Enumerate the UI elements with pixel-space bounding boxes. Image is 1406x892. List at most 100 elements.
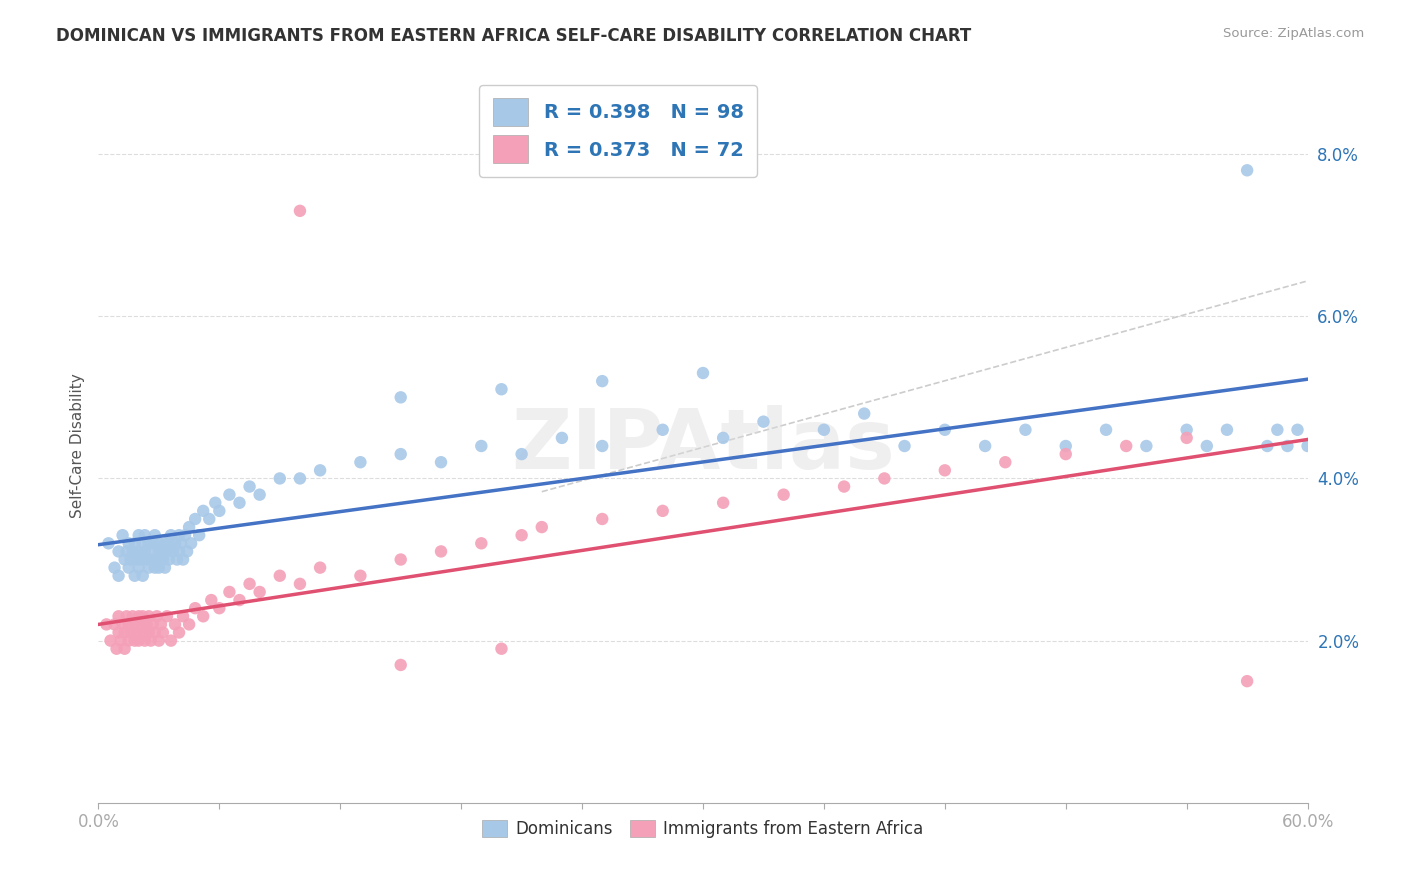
Point <box>143 625 166 640</box>
Point <box>1216 423 1239 437</box>
Point <box>132 568 155 582</box>
Point <box>110 633 132 648</box>
Point <box>389 552 412 566</box>
Point <box>132 625 155 640</box>
Point <box>157 552 180 566</box>
Point <box>139 552 162 566</box>
Point <box>143 560 166 574</box>
Point <box>148 633 170 648</box>
Point <box>142 617 165 632</box>
Point <box>105 641 128 656</box>
Point <box>156 544 179 558</box>
Point <box>184 512 207 526</box>
Point <box>138 536 160 550</box>
Point <box>1135 439 1157 453</box>
Point <box>269 471 291 485</box>
Point <box>591 439 613 453</box>
Point <box>138 609 160 624</box>
Point <box>125 625 148 640</box>
Point <box>153 536 176 550</box>
Point <box>692 366 714 380</box>
Point <box>163 617 186 632</box>
Point <box>389 447 412 461</box>
Point <box>148 544 170 558</box>
Point <box>142 536 165 550</box>
Point <box>124 617 146 632</box>
Point <box>1175 431 1198 445</box>
Point <box>100 633 122 648</box>
Point <box>97 536 120 550</box>
Point <box>118 633 141 648</box>
Point <box>1014 423 1036 437</box>
Point <box>349 455 371 469</box>
Point <box>129 617 152 632</box>
Point <box>157 536 180 550</box>
Point <box>832 479 855 493</box>
Point <box>176 544 198 558</box>
Point <box>470 536 492 550</box>
Point <box>160 633 183 648</box>
Point <box>239 479 262 493</box>
Point <box>114 641 136 656</box>
Point <box>430 544 453 558</box>
Point <box>934 463 956 477</box>
Point <box>1236 163 1258 178</box>
Point <box>1195 439 1218 453</box>
Point <box>115 544 138 558</box>
Point <box>152 552 174 566</box>
Point <box>111 528 134 542</box>
Point <box>1175 423 1198 437</box>
Point <box>153 560 176 574</box>
Point <box>111 617 134 632</box>
Point <box>772 488 794 502</box>
Point <box>180 536 202 550</box>
Point <box>156 609 179 624</box>
Point <box>193 504 215 518</box>
Point <box>167 544 190 558</box>
Point <box>551 431 574 445</box>
Point <box>288 203 311 218</box>
Point <box>103 617 125 632</box>
Y-axis label: Self-Care Disability: Self-Care Disability <box>69 374 84 518</box>
Point <box>135 552 157 566</box>
Point <box>132 609 155 624</box>
Point <box>752 415 775 429</box>
Point <box>193 609 215 624</box>
Point <box>309 560 332 574</box>
Point <box>239 577 262 591</box>
Point <box>470 439 492 453</box>
Point <box>1286 423 1309 437</box>
Point <box>491 641 513 656</box>
Point <box>349 568 371 582</box>
Point <box>120 625 142 640</box>
Point <box>167 528 190 542</box>
Point <box>651 504 673 518</box>
Point <box>118 617 141 632</box>
Point <box>107 544 129 558</box>
Point <box>152 625 174 640</box>
Point <box>135 617 157 632</box>
Point <box>114 625 136 640</box>
Text: DOMINICAN VS IMMIGRANTS FROM EASTERN AFRICA SELF-CARE DISABILITY CORRELATION CHA: DOMINICAN VS IMMIGRANTS FROM EASTERN AFR… <box>56 27 972 45</box>
Point <box>1256 439 1278 453</box>
Point <box>120 552 142 566</box>
Point <box>309 463 332 477</box>
Point <box>121 544 143 558</box>
Point <box>711 431 734 445</box>
Point <box>974 439 997 453</box>
Point <box>146 609 169 624</box>
Point <box>149 617 172 632</box>
Point <box>124 536 146 550</box>
Point <box>188 528 211 542</box>
Point <box>118 536 141 550</box>
Point <box>148 560 170 574</box>
Point <box>139 633 162 648</box>
Point <box>813 423 835 437</box>
Point <box>1267 423 1289 437</box>
Point <box>124 633 146 648</box>
Point <box>651 423 673 437</box>
Point <box>934 423 956 437</box>
Text: ZIPAtlas: ZIPAtlas <box>510 406 896 486</box>
Point <box>389 657 412 672</box>
Point <box>893 439 915 453</box>
